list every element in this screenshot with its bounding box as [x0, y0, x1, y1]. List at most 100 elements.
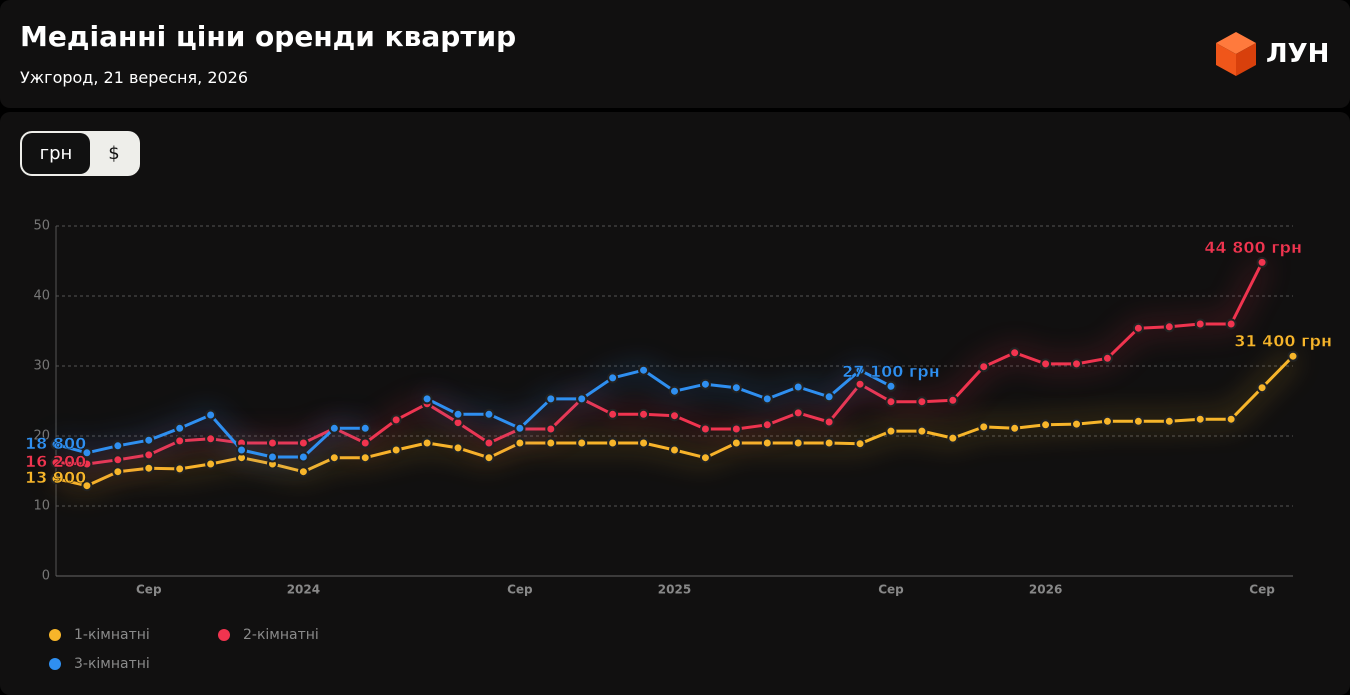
- point: [669, 444, 680, 456]
- legend-marker: [49, 629, 61, 641]
- point: [174, 463, 186, 475]
- point: [483, 452, 495, 464]
- point: [730, 423, 742, 435]
- point: [205, 458, 217, 470]
- point: [143, 449, 155, 461]
- point: [761, 393, 773, 405]
- point: [699, 423, 711, 435]
- point: [607, 372, 619, 384]
- chart-card: грн $ 0 10 20 30 40 50 Сер 2024 Сер 2025 Сер 2026 Се…: [0, 112, 1350, 695]
- point: [1287, 350, 1299, 362]
- x-tick-label: Сер: [136, 583, 162, 597]
- point: [854, 364, 866, 376]
- point: [328, 422, 340, 434]
- point: [514, 422, 526, 434]
- legend-label: 1-кімнатні: [74, 627, 150, 643]
- header-card: Медіанні ціни оренди квартир Ужгород, 21…: [0, 0, 1350, 108]
- x-tick-label: Сер: [878, 583, 904, 597]
- point: [607, 408, 619, 420]
- point: [978, 421, 990, 433]
- point: [823, 416, 835, 428]
- point: [854, 438, 866, 450]
- point: [143, 434, 155, 446]
- point: [885, 396, 897, 408]
- point: [638, 364, 650, 376]
- x-tick-label: 2025: [658, 583, 691, 597]
- point: [638, 408, 650, 420]
- point: [421, 393, 433, 405]
- point: [483, 437, 495, 449]
- point: [81, 447, 93, 459]
- point: [50, 438, 62, 450]
- point: [1071, 358, 1083, 370]
- point: [112, 454, 124, 466]
- point: [792, 437, 804, 449]
- point: [1194, 413, 1206, 425]
- point: [359, 452, 371, 464]
- x-tick-label: Сер: [507, 583, 533, 597]
- data-label: 44 800 грн: [1204, 238, 1302, 257]
- y-tick-label: 30: [33, 359, 50, 374]
- point: [514, 437, 526, 449]
- point: [1101, 415, 1113, 427]
- point: [236, 444, 248, 456]
- legend-marker: [218, 629, 230, 641]
- point: [699, 378, 711, 390]
- point: [297, 451, 309, 463]
- logo-icon: [1216, 32, 1256, 76]
- point: [885, 380, 897, 392]
- y-tick-label: 50: [33, 219, 50, 234]
- point: [947, 432, 959, 444]
- point: [421, 437, 433, 449]
- point: [81, 458, 93, 470]
- currency-option[interactable]: $: [108, 143, 120, 164]
- legend-marker: [49, 658, 61, 670]
- point: [761, 437, 773, 449]
- point: [297, 466, 309, 478]
- point: [669, 385, 680, 397]
- point: [699, 452, 711, 464]
- point: [1194, 318, 1206, 330]
- point: [916, 396, 928, 408]
- data-label: 31 400 грн: [1234, 332, 1332, 351]
- point: [823, 437, 835, 449]
- point: [328, 452, 340, 464]
- point: [576, 393, 588, 405]
- point: [1256, 256, 1268, 268]
- point: [297, 437, 309, 449]
- point: [1163, 321, 1175, 333]
- point: [978, 361, 990, 373]
- point: [854, 378, 866, 390]
- point: [390, 444, 402, 456]
- point: [390, 414, 402, 426]
- x-tick-label: 2024: [287, 583, 320, 597]
- point: [1071, 418, 1083, 430]
- point: [112, 466, 124, 478]
- data-label: 18 800: [25, 434, 86, 453]
- point: [359, 437, 371, 449]
- point: [545, 423, 557, 435]
- point: [483, 408, 495, 420]
- point: [638, 437, 650, 449]
- series-line: [55, 261, 1264, 466]
- point: [50, 457, 62, 469]
- currency-option[interactable]: грн: [22, 133, 90, 174]
- point: [50, 473, 62, 485]
- chart: 0 10 20 30 40 50 Сер 2024 Сер 2025 Сер 2026 Сер 13 90…: [25, 219, 1333, 673]
- point: [1101, 352, 1113, 364]
- data-label: 27 100 грн: [842, 362, 940, 381]
- point: [143, 462, 155, 474]
- point: [1040, 358, 1052, 370]
- x-tick-label: Сер: [1249, 583, 1275, 597]
- point: [266, 451, 278, 463]
- point: [359, 422, 371, 434]
- point: [452, 408, 464, 420]
- point: [1163, 415, 1175, 427]
- point: [823, 391, 835, 403]
- point: [1225, 413, 1237, 425]
- point: [266, 437, 278, 449]
- point: [792, 381, 804, 393]
- point: [1132, 322, 1144, 334]
- point: [112, 440, 124, 452]
- y-tick-label: 0: [42, 569, 50, 584]
